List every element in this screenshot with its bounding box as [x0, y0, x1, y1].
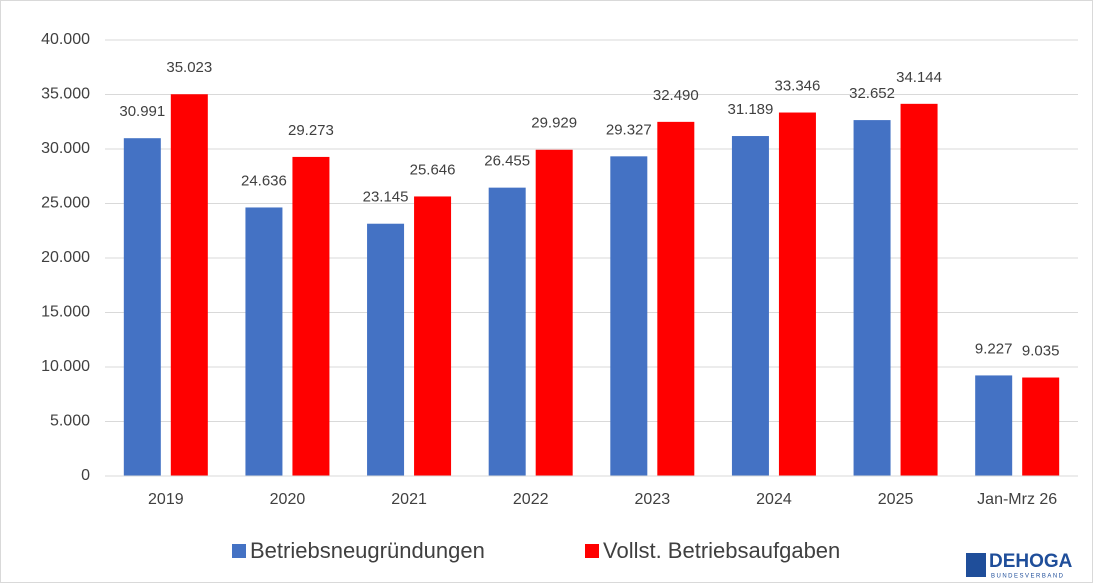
x-tick-label: 2021 — [391, 491, 427, 508]
bar — [170, 94, 208, 476]
bar — [1022, 377, 1060, 476]
bar — [414, 196, 452, 476]
x-tick-label: 2022 — [513, 491, 549, 508]
logo-name: DEHOGA — [989, 551, 1073, 572]
x-tick-label: 2025 — [878, 491, 914, 508]
x-tick-label: 2023 — [635, 491, 671, 508]
y-tick-label: 35.000 — [41, 86, 90, 103]
value-label: 9.227 — [975, 340, 1013, 357]
value-label: 32.652 — [849, 85, 895, 102]
y-tick-label: 5.000 — [50, 413, 90, 430]
y-tick-label: 25.000 — [41, 195, 90, 212]
y-tick-label: 20.000 — [41, 249, 90, 266]
bar — [123, 138, 161, 476]
bar — [535, 149, 573, 476]
value-label: 29.929 — [531, 115, 577, 132]
value-label: 35.023 — [166, 59, 212, 76]
bar — [778, 112, 816, 477]
legend-swatch — [232, 544, 246, 558]
bar — [367, 223, 405, 476]
bar — [657, 121, 695, 476]
bar — [488, 187, 526, 476]
value-label: 25.646 — [410, 161, 456, 178]
x-tick-label: 2024 — [756, 491, 792, 508]
y-tick-label: 30.000 — [41, 140, 90, 157]
value-label: 23.145 — [363, 189, 409, 206]
bar — [245, 207, 283, 477]
value-label: 33.346 — [774, 77, 820, 94]
value-label: 26.455 — [484, 153, 530, 170]
bar — [292, 156, 330, 476]
x-tick-label: Jan-Mrz 26 — [977, 491, 1057, 508]
y-tick-label: 15.000 — [41, 304, 90, 321]
value-label: 34.144 — [896, 69, 942, 86]
x-tick-label: 2019 — [148, 491, 184, 508]
value-label: 24.636 — [241, 172, 287, 189]
value-label: 9.035 — [1022, 342, 1060, 359]
value-label: 31.189 — [727, 101, 773, 118]
bar — [610, 156, 648, 476]
legend-label: Betriebsneugründungen — [250, 538, 485, 563]
bar — [975, 375, 1013, 476]
x-tick-label: 2020 — [270, 491, 306, 508]
value-label: 32.490 — [653, 87, 699, 104]
logo-icon — [966, 553, 986, 577]
y-tick-label: 0 — [81, 467, 90, 484]
value-label: 30.991 — [119, 103, 165, 120]
logo: DEHOGA BUNDESVERBAND — [966, 551, 1073, 580]
bar — [900, 103, 938, 477]
y-tick-label: 40.000 — [41, 31, 90, 48]
bar — [853, 120, 891, 476]
value-label: 29.327 — [606, 121, 652, 138]
legend-label: Vollst. Betriebsaufgaben — [603, 538, 840, 563]
y-tick-label: 10.000 — [41, 358, 90, 375]
value-label: 29.273 — [288, 122, 334, 139]
legend-swatch — [585, 544, 599, 558]
logo-subtitle: BUNDESVERBAND — [991, 574, 1065, 580]
bar — [731, 136, 769, 476]
